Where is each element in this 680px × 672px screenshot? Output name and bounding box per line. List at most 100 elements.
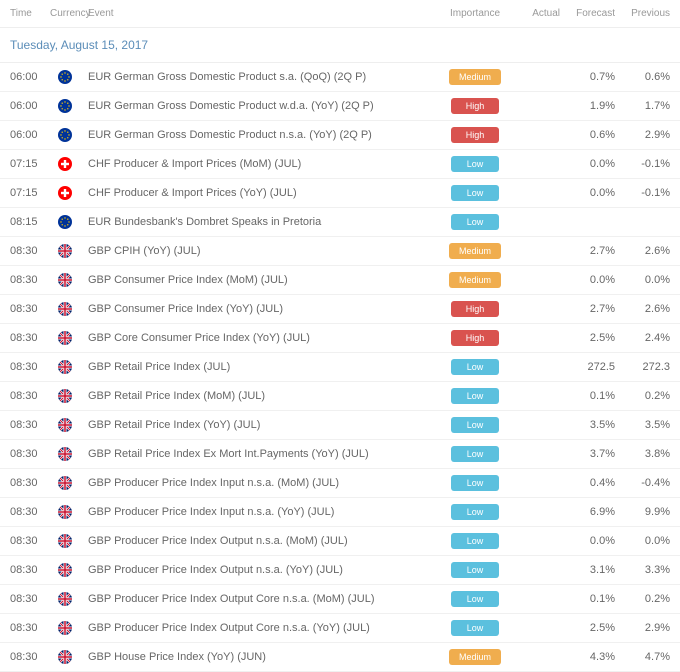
currency-flag-icon — [50, 244, 80, 258]
currency-flag-icon — [50, 157, 80, 171]
row-forecast: 3.7% — [560, 448, 615, 460]
row-importance: Low — [440, 156, 510, 172]
row-event[interactable]: GBP Core Consumer Price Index (YoY) (JUL… — [80, 332, 440, 344]
row-forecast: 3.1% — [560, 564, 615, 576]
row-event[interactable]: GBP Producer Price Index Output Core n.s… — [80, 593, 440, 605]
table-row[interactable]: 07:15 CHF Producer & Import Prices (MoM) … — [0, 150, 680, 179]
row-forecast: 2.7% — [560, 245, 615, 257]
table-row[interactable]: 08:30GBP Retail Price Index (YoY) (JUL)L… — [0, 411, 680, 440]
row-importance: Medium — [440, 243, 510, 259]
table-row[interactable]: 08:30GBP Producer Price Index Output n.s… — [0, 527, 680, 556]
row-event[interactable]: EUR German Gross Domestic Product s.a. (… — [80, 71, 440, 83]
row-previous: 0.2% — [615, 593, 670, 605]
row-event[interactable]: GBP Retail Price Index Ex Mort Int.Payme… — [80, 448, 440, 460]
row-event[interactable]: GBP Producer Price Index Input n.s.a. (M… — [80, 477, 440, 489]
row-importance: Low — [440, 504, 510, 520]
row-importance: High — [440, 98, 510, 114]
row-previous: 9.9% — [615, 506, 670, 518]
row-event[interactable]: GBP Consumer Price Index (MoM) (JUL) — [80, 274, 440, 286]
row-previous: 2.9% — [615, 622, 670, 634]
row-event[interactable]: GBP Producer Price Index Output Core n.s… — [80, 622, 440, 634]
row-event[interactable]: CHF Producer & Import Prices (MoM) (JUL) — [80, 158, 440, 170]
row-time: 06:00 — [10, 71, 50, 83]
row-importance: Low — [440, 359, 510, 375]
table-row[interactable]: 08:15EUR Bundesbank's Dombret Speaks in … — [0, 208, 680, 237]
currency-flag-icon — [50, 534, 80, 548]
row-time: 06:00 — [10, 129, 50, 141]
row-previous: -0.4% — [615, 477, 670, 489]
row-previous: 3.5% — [615, 419, 670, 431]
row-event[interactable]: CHF Producer & Import Prices (YoY) (JUL) — [80, 187, 440, 199]
table-row[interactable]: 08:30GBP Retail Price Index (JUL)Low272.… — [0, 353, 680, 382]
table-row[interactable]: 06:00 EUR German Gross Domestic Product s… — [0, 63, 680, 92]
row-event[interactable]: GBP Retail Price Index (JUL) — [80, 361, 440, 373]
row-previous: 2.6% — [615, 303, 670, 315]
row-previous: 0.0% — [615, 274, 670, 286]
table-row[interactable]: 08:30GBP Retail Price Index (MoM) (JUL)L… — [0, 382, 680, 411]
table-row[interactable]: 08:30GBP CPIH (YoY) (JUL)Medium2.7%2.6% — [0, 237, 680, 266]
header-forecast: Forecast — [560, 8, 615, 19]
row-forecast: 0.1% — [560, 390, 615, 402]
row-forecast: 272.5 — [560, 361, 615, 373]
header-time: Time — [10, 8, 50, 19]
row-previous: -0.1% — [615, 158, 670, 170]
row-time: 07:15 — [10, 158, 50, 170]
table-row[interactable]: 08:30GBP Core Consumer Price Index (YoY)… — [0, 324, 680, 353]
table-row[interactable]: 08:30 GBP Producer Price Index Output Cor… — [0, 585, 680, 614]
row-forecast: 0.0% — [560, 535, 615, 547]
row-event[interactable]: GBP Producer Price Index Output n.s.a. (… — [80, 535, 440, 547]
row-event[interactable]: GBP Retail Price Index (YoY) (JUL) — [80, 419, 440, 431]
row-forecast: 6.9% — [560, 506, 615, 518]
currency-flag-icon — [50, 99, 80, 113]
table-row[interactable]: 06:00 EUR German Gross Domestic Product n… — [0, 121, 680, 150]
currency-flag-icon — [50, 476, 80, 490]
row-time: 06:00 — [10, 100, 50, 112]
row-forecast: 1.9% — [560, 100, 615, 112]
table-row[interactable]: 08:30GBP Consumer Price Index (MoM) (JUL… — [0, 266, 680, 295]
row-forecast: 3.5% — [560, 419, 615, 431]
row-event[interactable]: EUR German Gross Domestic Product w.d.a.… — [80, 100, 440, 112]
row-previous: 3.8% — [615, 448, 670, 460]
table-row[interactable]: 08:30GBP Consumer Price Index (YoY) (JUL… — [0, 295, 680, 324]
currency-flag-icon — [50, 70, 80, 84]
row-previous: 272.3 — [615, 361, 670, 373]
row-previous: 0.2% — [615, 390, 670, 402]
date-label: Tuesday, August 15, 2017 — [0, 28, 680, 63]
row-event[interactable]: EUR Bundesbank's Dombret Speaks in Preto… — [80, 216, 440, 228]
row-importance: Medium — [440, 272, 510, 288]
rows-container: 06:00 EUR German Gross Domestic Product s… — [0, 63, 680, 672]
table-row[interactable]: 08:30 GBP Retail Price Index Ex Mort Int.… — [0, 440, 680, 469]
table-row[interactable]: 08:30 GBP Producer Price Index Input n.s.… — [0, 469, 680, 498]
currency-flag-icon — [50, 186, 80, 200]
row-event[interactable]: GBP CPIH (YoY) (JUL) — [80, 245, 440, 257]
table-row[interactable]: 08:30GBP Producer Price Index Output n.s… — [0, 556, 680, 585]
row-time: 07:15 — [10, 187, 50, 199]
row-time: 08:30 — [10, 448, 50, 460]
row-importance: Low — [440, 446, 510, 462]
table-header: Time Currency Event Importance Actual Fo… — [0, 0, 680, 28]
row-time: 08:30 — [10, 651, 50, 663]
row-importance: Low — [440, 591, 510, 607]
table-row[interactable]: 07:15 CHF Producer & Import Prices (YoY) … — [0, 179, 680, 208]
row-event[interactable]: GBP Retail Price Index (MoM) (JUL) — [80, 390, 440, 402]
row-previous: 4.7% — [615, 651, 670, 663]
table-row[interactable]: 08:30GBP House Price Index (YoY) (JUN)Me… — [0, 643, 680, 672]
row-event[interactable]: GBP Consumer Price Index (YoY) (JUL) — [80, 303, 440, 315]
row-event[interactable]: EUR German Gross Domestic Product n.s.a.… — [80, 129, 440, 141]
currency-flag-icon — [50, 331, 80, 345]
table-row[interactable]: 06:00 EUR German Gross Domestic Product w… — [0, 92, 680, 121]
row-forecast: 2.5% — [560, 622, 615, 634]
table-row[interactable]: 08:30GBP Producer Price Index Input n.s.… — [0, 498, 680, 527]
currency-flag-icon — [50, 621, 80, 635]
row-event[interactable]: GBP Producer Price Index Output n.s.a. (… — [80, 564, 440, 576]
row-time: 08:30 — [10, 477, 50, 489]
row-importance: Medium — [440, 69, 510, 85]
table-row[interactable]: 08:30GBP Producer Price Index Output Cor… — [0, 614, 680, 643]
row-event[interactable]: GBP Producer Price Index Input n.s.a. (Y… — [80, 506, 440, 518]
row-time: 08:30 — [10, 593, 50, 605]
currency-flag-icon — [50, 273, 80, 287]
row-importance: Low — [440, 533, 510, 549]
row-event[interactable]: GBP House Price Index (YoY) (JUN) — [80, 651, 440, 663]
row-importance: High — [440, 127, 510, 143]
currency-flag-icon — [50, 447, 80, 461]
